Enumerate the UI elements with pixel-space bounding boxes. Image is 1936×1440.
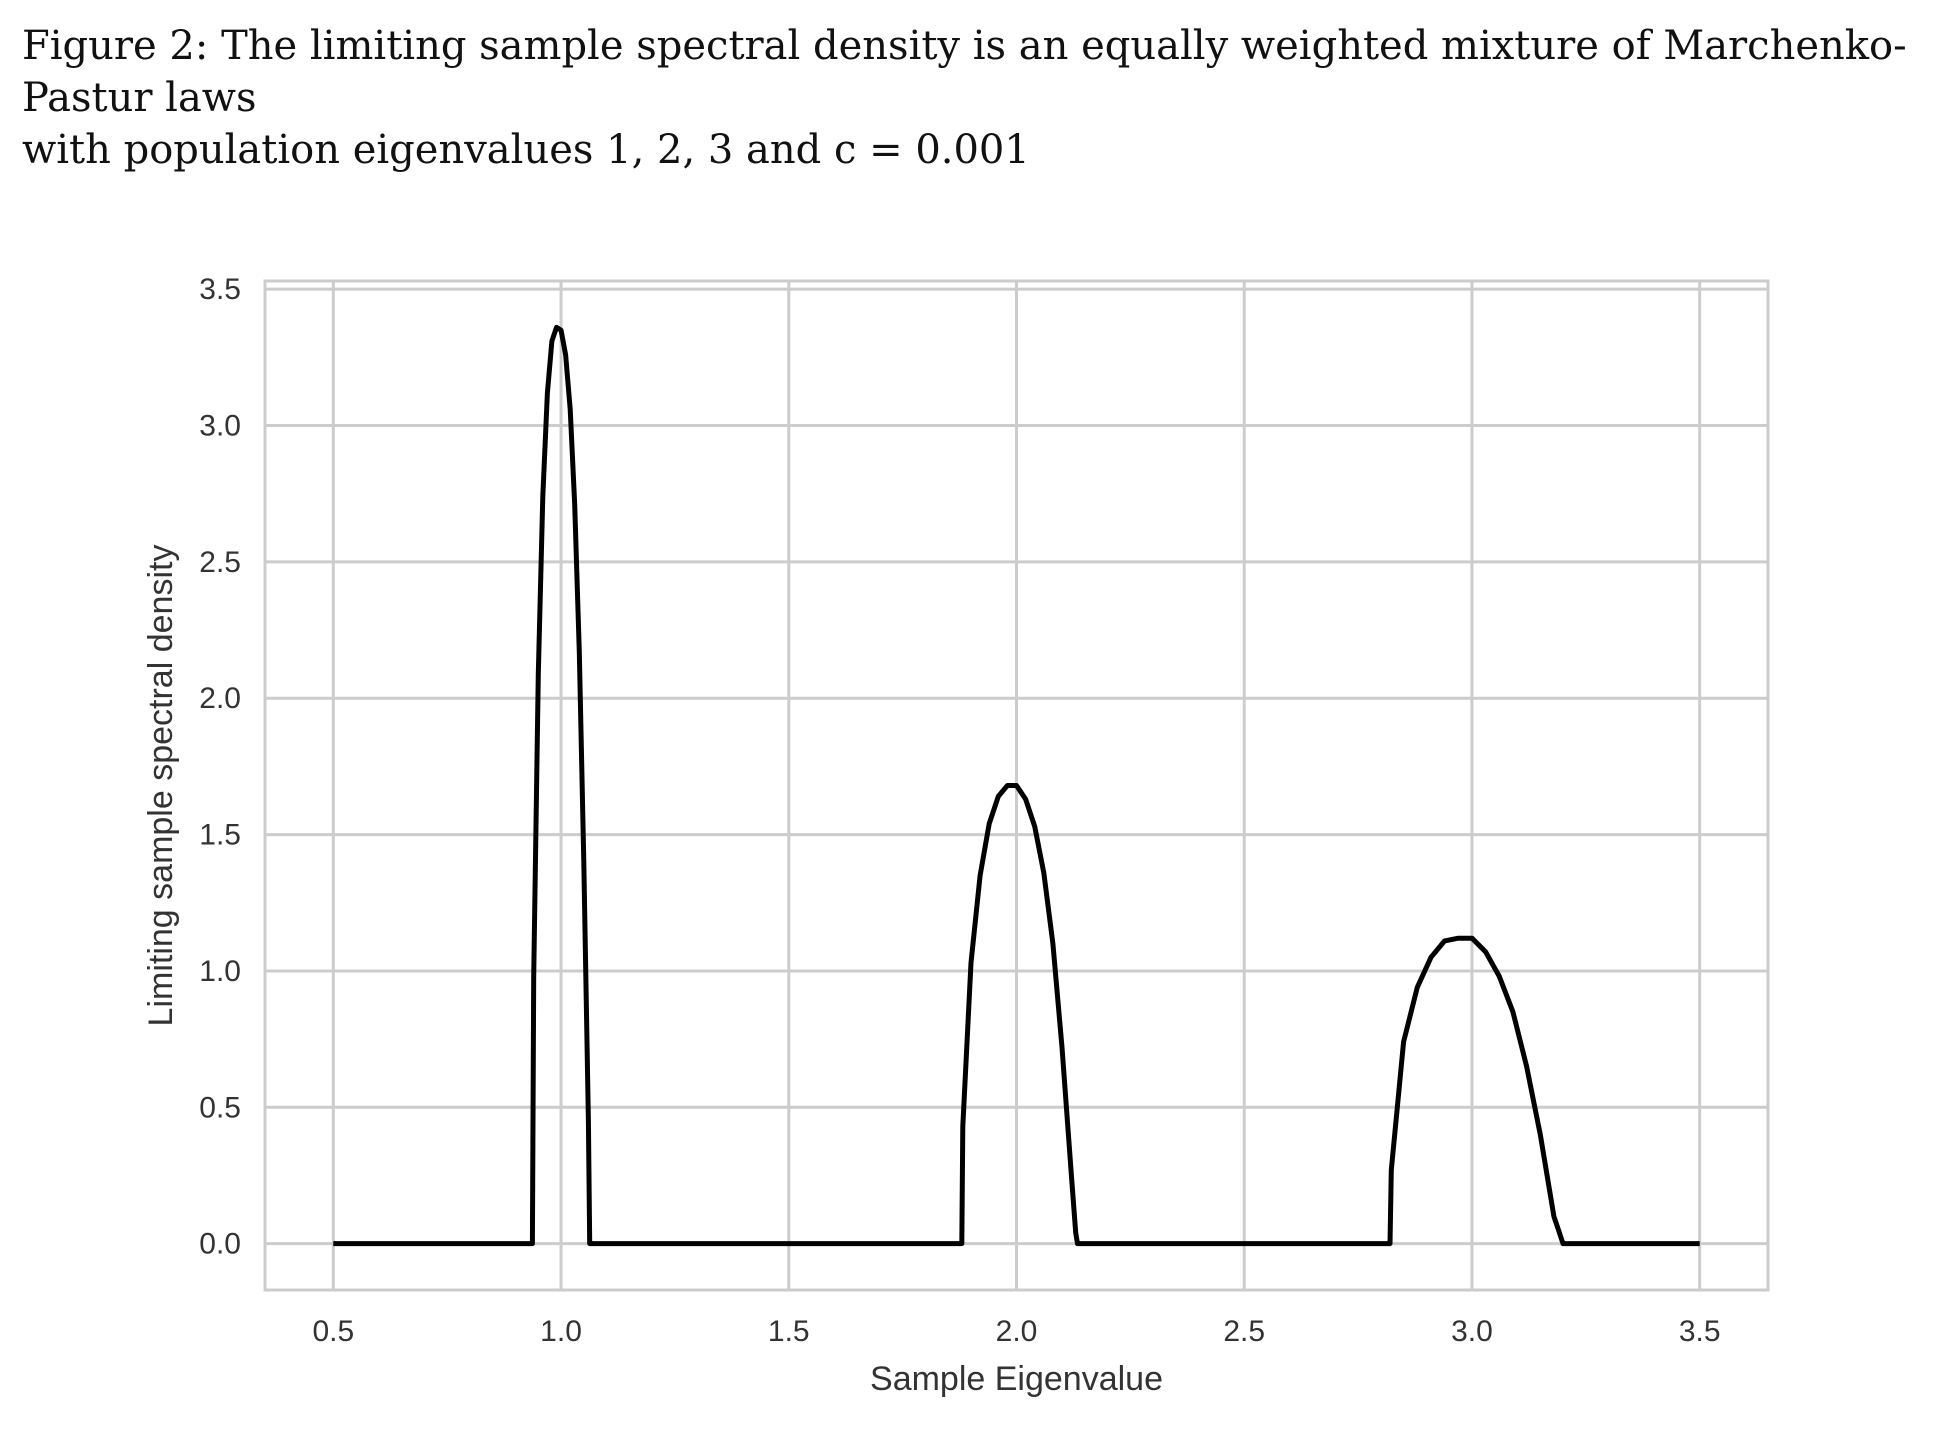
x-tick-label: 3.5 xyxy=(1679,1315,1721,1348)
x-tick-label: 2.0 xyxy=(996,1315,1038,1348)
y-tick-label: 2.5 xyxy=(199,546,241,579)
series-line-density xyxy=(333,324,1700,1247)
x-tick-label: 1.0 xyxy=(540,1315,582,1348)
x-axis-label: Sample Eigenvalue xyxy=(870,1360,1163,1398)
x-tick-label: 1.5 xyxy=(768,1315,810,1348)
plot-frame xyxy=(263,279,1770,1292)
x-tick-label: 3.0 xyxy=(1451,1315,1493,1348)
figure-caption: Figure 2: The limiting sample spectral d… xyxy=(22,20,1922,176)
x-tick-label: 0.5 xyxy=(312,1315,354,1348)
y-tick-label: 1.0 xyxy=(199,955,241,988)
y-tick-label: 3.0 xyxy=(199,410,241,443)
y-tick-label: 3.5 xyxy=(199,273,241,306)
caption-line-2: with population eigenvalues 1, 2, 3 and … xyxy=(22,127,1030,173)
y-tick-labels: 0.0 0.5 1.0 1.5 2.0 2.5 3.0 3.5 xyxy=(199,273,241,1260)
y-tick-label: 1.5 xyxy=(199,819,241,852)
caption-line-1: Figure 2: The limiting sample spectral d… xyxy=(22,23,1907,121)
y-axis-label: Limiting sample spectral density xyxy=(142,545,180,1027)
y-tick-label: 2.0 xyxy=(199,682,241,715)
x-tick-labels: 0.5 1.0 1.5 2.0 2.5 3.0 3.5 xyxy=(312,1315,1720,1348)
y-tick-label: 0.0 xyxy=(199,1228,241,1261)
x-tick-label: 2.5 xyxy=(1223,1315,1265,1348)
y-tick-label: 0.5 xyxy=(199,1091,241,1124)
